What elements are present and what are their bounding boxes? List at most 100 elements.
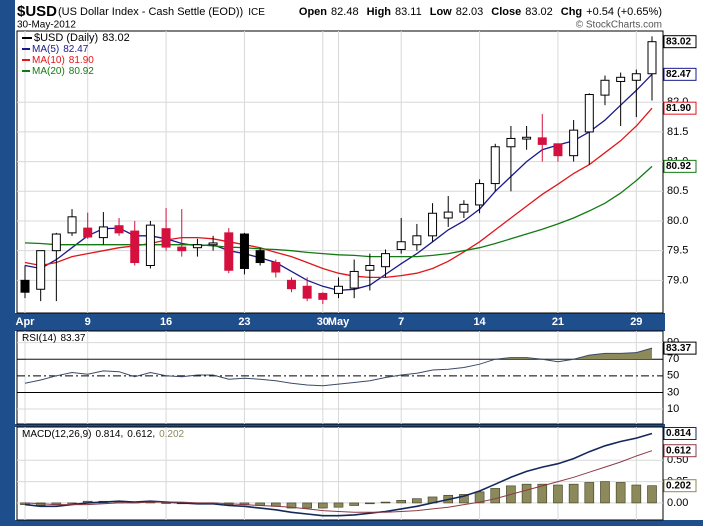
bottom-frame — [0, 520, 703, 526]
candle-body — [647, 41, 657, 75]
candle-body — [616, 76, 626, 82]
rsi-value: 83.37 — [60, 333, 85, 344]
candle-body — [36, 250, 46, 290]
candle-body — [334, 285, 343, 294]
candle-body — [83, 227, 93, 238]
rsi-name: RSI(14) — [22, 333, 56, 344]
y-tick-label: 0.00 — [667, 497, 688, 509]
moving-average-line — [24, 165, 653, 258]
title-text: (US Dollar Index - Cash Settle (EOD)) — [58, 6, 243, 18]
legend-entry: MA(10) 81.90 — [32, 55, 94, 66]
macd-histogram-bar — [553, 484, 563, 504]
candle-body — [537, 137, 547, 145]
macd-label: MACD(12,26,9) 0.814, 0.612, 0.202 — [22, 429, 185, 440]
moving-average-line — [24, 107, 653, 279]
last-value-label-box — [663, 101, 697, 115]
quote-name: Low — [430, 6, 452, 18]
candle-body — [114, 225, 124, 234]
candle-body — [145, 224, 155, 267]
y-tick-label: 30 — [667, 386, 679, 398]
rsi-line — [24, 347, 653, 387]
macd-histogram-bar — [67, 502, 77, 504]
last-value-label-box — [663, 67, 697, 81]
legend-value: 81.90 — [69, 55, 94, 66]
legend-name: $USD (Daily) — [34, 32, 98, 44]
legend-name: MA(10) — [32, 55, 65, 66]
candle-body — [130, 230, 140, 264]
legend-name: MA(20) — [32, 66, 65, 77]
macd-line — [24, 432, 653, 517]
quote-value: 83.11 — [395, 6, 422, 18]
y-tick-label: 80.5 — [667, 185, 688, 197]
rsi-label: RSI(14) 83.37 — [22, 333, 86, 344]
legend-entry: $USD (Daily) 83.02 — [34, 32, 130, 44]
candle-body — [318, 292, 328, 300]
candle-body — [286, 279, 296, 290]
macd-histogram-bar — [333, 502, 344, 508]
macd-histogram-bar — [490, 488, 501, 504]
quote: Open 82.48 High 83.11 Low 82.03 Close 83.02 Chg +… — [299, 6, 662, 18]
macd-histogram-bar — [302, 502, 312, 509]
macd-histogram-last-label-box — [663, 479, 697, 493]
quote-value: 83.02 — [525, 6, 553, 18]
left-frame — [0, 0, 15, 526]
candle-body — [208, 242, 218, 246]
candle-body — [161, 228, 171, 248]
y-tick-label: 79.5 — [667, 245, 688, 257]
macd-histogram-bar — [349, 502, 359, 506]
candle-body — [490, 146, 500, 185]
panel-separator — [15, 424, 665, 427]
macd-signal-last-label-box — [663, 444, 697, 458]
macd-histogram-bar — [412, 498, 422, 504]
macd-last-label: 0.814 — [666, 428, 691, 439]
macd-histogram-bar — [318, 502, 328, 509]
last-value-label: 82.47 — [666, 69, 691, 80]
last-value-label: 80.92 — [666, 161, 691, 172]
rsi-last-label: 83.37 — [666, 343, 691, 354]
candle-body — [224, 232, 234, 271]
source: © StockCharts.com — [576, 20, 662, 31]
legend-value: 82.47 — [63, 44, 88, 55]
last-value-label: 81.90 — [666, 103, 691, 114]
candle-body — [177, 246, 187, 252]
macd-histogram-bar — [459, 494, 469, 504]
candle-body — [475, 183, 485, 206]
quote-name: High — [367, 6, 392, 18]
x-tick-label: 21 — [552, 316, 564, 328]
macd-histogram-value: 0.202 — [159, 429, 184, 440]
macd-histogram-bar — [647, 485, 657, 504]
candle-body — [506, 137, 516, 148]
macd-histogram-bar — [161, 502, 171, 504]
candle-body — [428, 212, 438, 237]
candle-body — [98, 226, 108, 239]
quote-value: 82.48 — [331, 6, 359, 18]
candle-body — [584, 94, 594, 133]
y-tick-label: 50 — [667, 370, 679, 382]
macd-last-label-box — [663, 426, 697, 440]
macd-value: 0.814 — [95, 429, 120, 440]
candle-body — [255, 250, 265, 264]
quote-name: Open — [299, 6, 327, 18]
x-tick-label: 29 — [630, 316, 642, 328]
legend-name: MA(5) — [32, 44, 59, 55]
last-value-label-box — [663, 159, 697, 173]
macd-signal-value: 0.612 — [127, 429, 152, 440]
candle-body — [412, 235, 422, 246]
candle-body — [459, 203, 469, 213]
candle-body — [302, 285, 312, 299]
rsi-overbought-fill — [495, 348, 652, 360]
y-tick-label: 80.0 — [667, 215, 688, 227]
x-tick-label: 30 — [317, 316, 329, 328]
candle-body — [522, 136, 532, 140]
y-tick-label: 79.0 — [667, 274, 688, 286]
candle-body — [443, 211, 453, 219]
macd-line — [24, 450, 653, 513]
candle-body — [51, 233, 61, 252]
x-tick-label: 9 — [85, 316, 91, 328]
panel — [16, 30, 664, 314]
x-tick-label: 16 — [160, 316, 172, 328]
y-tick-label: 10 — [667, 403, 679, 415]
chart-title: (US Dollar Index - Cash Settle (EOD)) ICE — [58, 6, 265, 18]
